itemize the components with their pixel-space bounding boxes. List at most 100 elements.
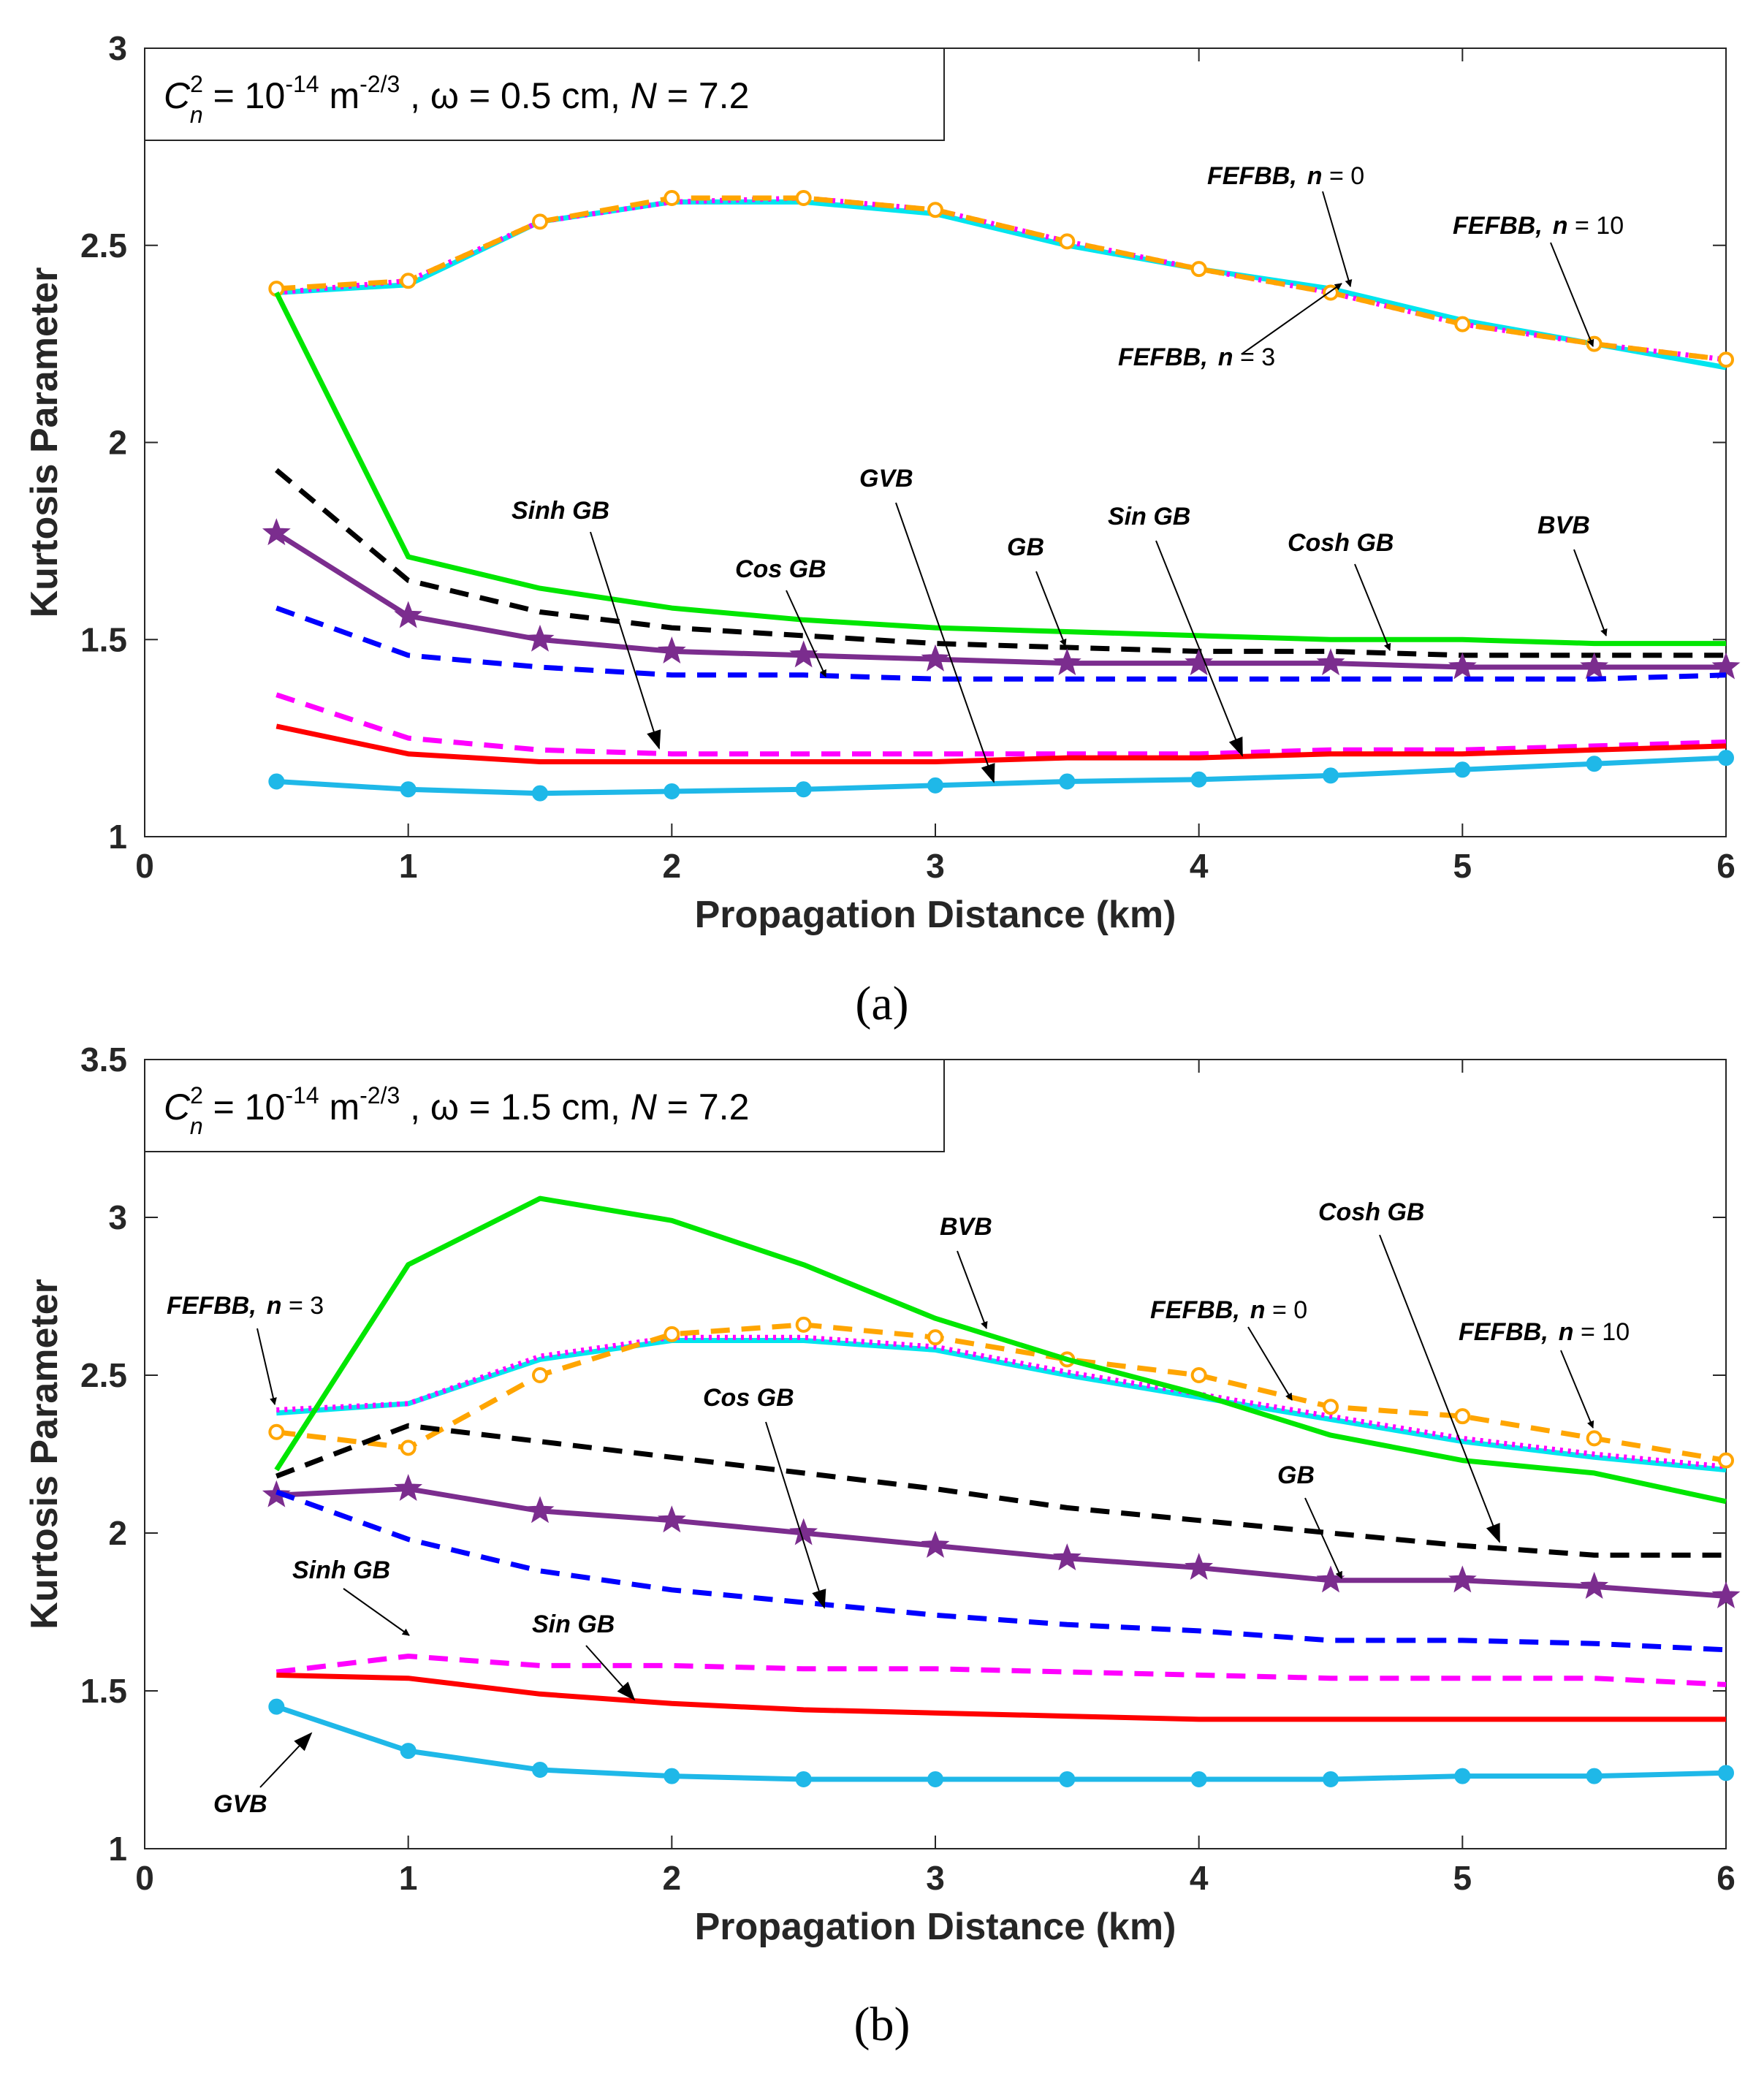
annotation-label: BVB [940,1213,992,1241]
annotation-label: Sin GB [532,1610,615,1638]
series-line-fefbb-n-0 [276,1338,1727,1473]
annotation-bvb: BVB [940,1213,992,1329]
annotation-value: = 3 [282,1292,324,1320]
y-tick-label: 2.5 [80,227,127,265]
data-point-gb [1316,648,1345,676]
x-tick-label: 2 [663,1859,682,1897]
annotation-n: n [1553,212,1568,240]
data-point-gvb [1190,771,1207,788]
x-axis-label: Propagation Distance (km) [695,1906,1176,1948]
annotation-text: FEFBB, [1118,343,1208,371]
annotation-arrow [895,502,995,783]
data-point-gvb [1059,1771,1076,1787]
data-point-fefbb-n-10 [400,1440,417,1456]
annotation-label: FEFBB, n = 10 [1453,212,1624,240]
legend-text: C2 n = 10-14 m-2/3 , ω = 0.5 cm, N = 7.2 [164,71,749,128]
annotation-value: = 10 [1574,1318,1630,1346]
annotation-fefbb-0: FEFBB, n = 0 [1150,1296,1307,1401]
y-tick-label: 3 [108,1198,127,1236]
annotation-label: FEFBB, n = 10 [1459,1318,1630,1346]
annotation-arrow [1354,563,1391,651]
data-point-gvb [400,1743,417,1760]
legend-eq: = 10 [203,75,286,116]
annotation-fefbb-10: FEFBB, n = 10 [1453,212,1624,347]
legend-exp1: -14 [285,1082,319,1108]
y-tick-label: 3.5 [80,1041,127,1079]
series-line-gvb [275,1704,1727,1782]
data-point-fefbb-n-10 [1718,351,1734,368]
series-line-gvb [276,755,1727,796]
annotation-text: Sin GB [1108,503,1190,530]
annotation-arrow [765,1421,826,1609]
data-point-gvb [1323,1771,1339,1787]
series-line-bvb [274,291,1726,647]
annotation-text: BVB [1537,512,1590,539]
data-point-gb [921,644,950,672]
annotation-arrow [1550,242,1594,347]
y-tick-label: 2 [108,424,127,462]
data-point-gb [657,1505,686,1533]
data-point-gvb [1454,1768,1471,1784]
x-tick-label: 4 [1190,847,1209,885]
series-bvb [274,291,1726,647]
series-sinh-gb [275,1654,1727,1687]
annotation-gvb: GVB [213,1732,313,1818]
y-tick-label: 1.5 [80,1672,127,1710]
annotation-n: n [1218,343,1233,371]
series-cos-gb [275,1489,1727,1653]
annotation-arrow [1155,540,1243,757]
y-axis-label: Kurtosis Parameter [23,267,66,618]
legend-rest1: , ω = 0.5 cm, [400,75,631,116]
annotation-arrow [1322,191,1353,287]
annotation-label: FEFBB, n = 0 [1207,162,1364,190]
data-point-gvb [795,781,812,798]
data-point-gb [262,518,291,546]
annotation-text: Cos GB [703,1384,794,1412]
legend-frame [144,1059,945,1152]
series-gvb [268,750,1734,802]
x-tick-label: 6 [1717,847,1736,885]
series-line-sin-gb [275,723,1727,764]
series-sin-gb [276,1672,1726,1722]
series-fefbb-n-10 [268,1316,1734,1469]
data-point-gvb [795,1771,812,1787]
series-cos-gb [275,605,1727,682]
annotation-arrow [1573,549,1608,636]
y-tick-label: 2.5 [80,1356,127,1394]
legend-eq: = 10 [203,1087,286,1127]
annotation-label: GVB [859,465,913,493]
y-tick-label: 1.5 [80,620,127,658]
data-point-gvb [1323,767,1339,784]
annotation-text: FEFBB, [167,1292,256,1320]
annotation-arrow [259,1732,313,1788]
y-tick-label: 2 [108,1514,127,1552]
series-gb [262,518,1741,680]
annotation-gvb: GVB [859,465,995,783]
x-tick-label: 0 [135,847,154,885]
series-fefbb-n-0 [276,1338,1727,1473]
series-gvb [268,1698,1734,1787]
annotation-n: n [1307,162,1323,190]
data-point-gb [1052,648,1081,676]
data-point-fefbb-n-10 [795,190,812,207]
annotation-n: n [1250,1296,1266,1324]
data-point-gb [394,1474,423,1502]
x-tick-label: 6 [1717,1859,1736,1897]
data-point-gb [1711,1581,1741,1608]
annotation-arrow [1247,1326,1293,1401]
annotation-arrow [1304,1497,1342,1579]
series-line-bvb [274,1195,1727,1505]
data-point-gb [1448,1565,1477,1593]
data-point-gb [1448,652,1477,680]
data-point-gb [394,601,423,628]
annotation-text: FEFBB, [1207,162,1297,190]
annotation-text: GVB [213,1790,267,1818]
annotation-arrow [256,1328,277,1405]
series-line-sinh-gb [275,692,1727,757]
annotation-label: GVB [213,1790,267,1818]
data-point-gvb [532,1762,548,1778]
data-point-fefbb-n-10 [532,1367,548,1383]
series-sinh-gb [275,692,1727,757]
x-tick-label: 5 [1453,847,1472,885]
